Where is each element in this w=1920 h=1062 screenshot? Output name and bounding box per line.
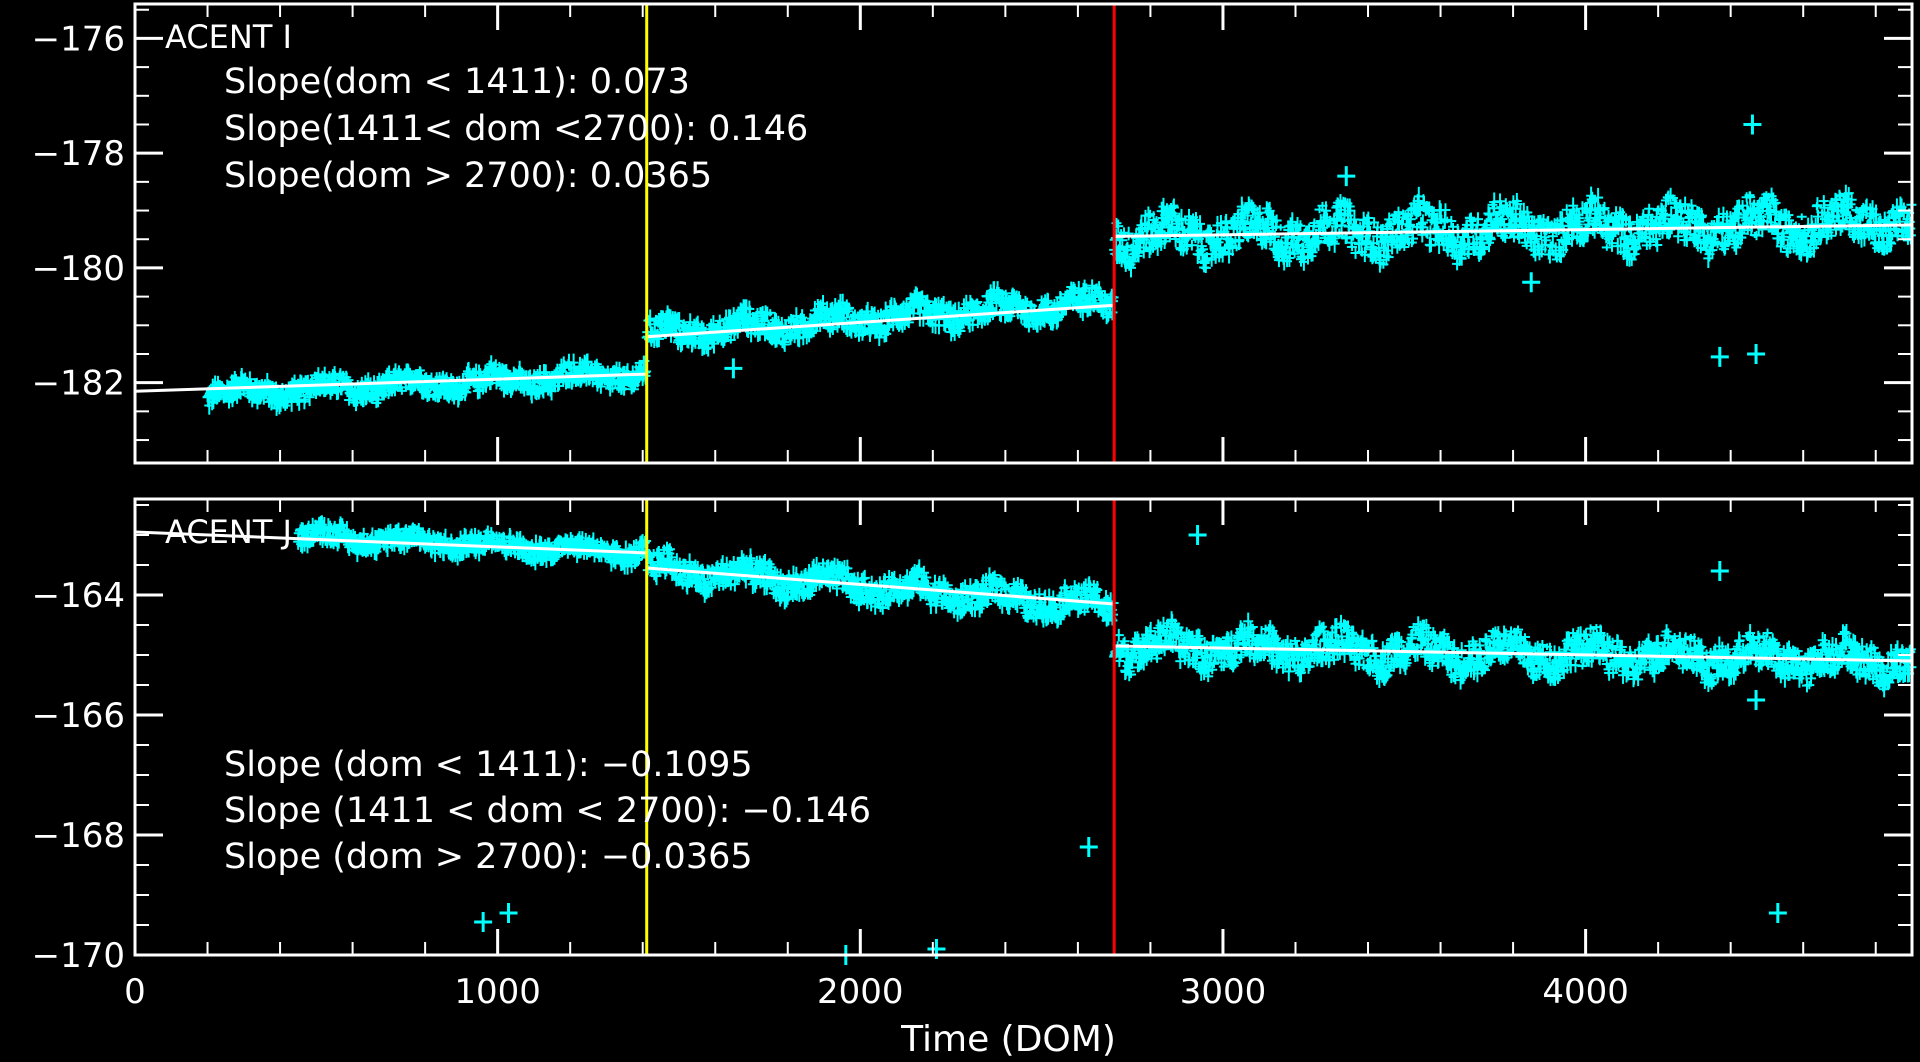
y-tick-label: −182	[32, 364, 125, 404]
data-point	[318, 372, 329, 382]
data-point	[405, 368, 416, 375]
panel-acent-i: −176 −178 −180 −182 ACENT I Slope(dom < 141…	[32, 2, 1917, 465]
slope-annotation-i-3: Slope(dom > 2700): 0.0365	[224, 156, 712, 196]
slope-annotation-i-2: Slope(1411< dom <2700): 0.146	[224, 109, 808, 149]
y-tick-label: −176	[32, 19, 125, 59]
y-tick-label: −180	[32, 249, 125, 289]
y-tick-label: −178	[32, 134, 125, 174]
slope-annotation-i-1: Slope(dom < 1411): 0.073	[224, 62, 690, 102]
panel-label-acent-i: ACENT I	[165, 18, 292, 56]
